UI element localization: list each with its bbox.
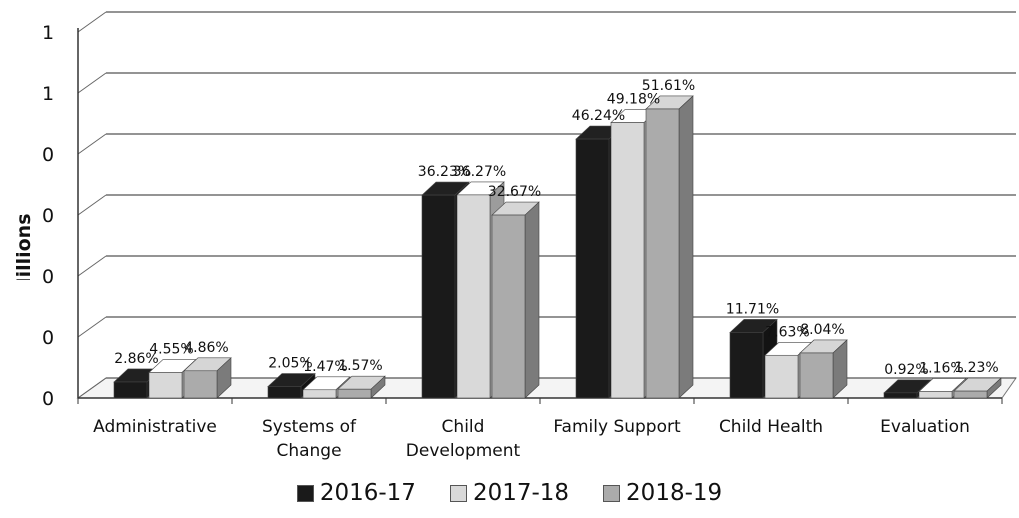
data-label: 8.04% (800, 322, 844, 338)
bar (421, 194, 456, 399)
legend-item: 2016-17 (296, 480, 416, 506)
data-label: 2.86% (114, 351, 158, 367)
legend-label: 2018-19 (626, 480, 723, 506)
bar (148, 372, 183, 399)
legend-swatch (449, 484, 467, 502)
y-tick-label: 0 (42, 388, 54, 410)
bar (337, 388, 372, 399)
bar (645, 108, 680, 399)
y-tick-label: 0 (42, 205, 54, 227)
bar (883, 392, 918, 399)
x-tick-label: Change (276, 441, 341, 461)
legend-item: 2018-19 (603, 480, 722, 506)
y-tick-label: 0 (42, 327, 54, 349)
bar (575, 138, 610, 399)
bar-side (524, 201, 540, 399)
y-tick-label: 0 (42, 144, 54, 166)
gridline-depth (77, 11, 107, 33)
data-label: 4.86% (184, 340, 228, 356)
gridline-depth (77, 72, 107, 94)
data-label: 4.55% (149, 342, 193, 358)
y-axis-title: Millions $ (13, 210, 35, 280)
bar (610, 122, 645, 399)
data-label: 1.23% (954, 360, 998, 376)
data-label: 1.47% (303, 359, 347, 375)
gridline-depth (77, 316, 107, 338)
data-label: 36.23% (418, 164, 471, 180)
bar (491, 214, 526, 399)
data-label: 0.92% (884, 362, 928, 378)
x-tick-label: Child (442, 417, 485, 437)
bar (183, 370, 218, 399)
bar (302, 389, 337, 399)
legend-swatch (603, 484, 621, 502)
data-label: 49.18% (607, 92, 660, 108)
gridline-depth (77, 377, 107, 399)
bar (799, 352, 834, 399)
bar (953, 390, 988, 399)
data-label: 1.57% (338, 358, 382, 374)
data-label: 32.67% (488, 184, 541, 200)
x-tick-label: Administrative (93, 417, 217, 437)
data-labels: 2.86%4.55%4.86% 2.05%1.47%1.57% 36.23%36.2… (114, 78, 998, 378)
y-tick-label: 0 (42, 266, 54, 288)
data-label: 1.16% (919, 361, 963, 377)
y-tick-label: 1 (42, 22, 54, 44)
legend-label: 2016-17 (319, 480, 416, 506)
bar-side (678, 95, 694, 399)
data-label: 2.05% (268, 356, 312, 372)
y-tick-label: 1 (42, 83, 54, 105)
bars (113, 95, 1002, 399)
bar (729, 332, 764, 399)
legend-label: 2017-18 (472, 480, 570, 506)
x-tick-label: Evaluation (880, 417, 970, 437)
bar (918, 391, 953, 399)
data-label: 36.27% (453, 164, 506, 180)
x-tick-label: Family Support (553, 417, 681, 437)
bar (456, 194, 491, 399)
y-axis-title-wrap: Millions $ (8, 194, 38, 297)
legend: 2016-17 2017-18 2018-19 (0, 480, 1019, 506)
x-tick-label: Development (406, 441, 521, 461)
data-label: 7.63% (765, 324, 809, 340)
legend-item: 2017-18 (449, 480, 570, 506)
x-tick-label: Child Health (719, 417, 823, 437)
bar (764, 354, 799, 399)
gridline-depth (77, 194, 107, 216)
data-label: 11.71% (726, 301, 779, 317)
gridline-depth (77, 133, 107, 155)
bar (113, 381, 148, 399)
legend-swatch (296, 484, 314, 502)
x-tick-label: Systems of (262, 417, 357, 437)
axes: 0 0 0 0 0 1 1 Administrative Systems of Change Chi… (42, 22, 1003, 461)
data-label: 46.24% (572, 108, 625, 124)
gridline-depth (77, 255, 107, 277)
bar (267, 386, 302, 399)
data-label: 51.61% (642, 78, 695, 94)
